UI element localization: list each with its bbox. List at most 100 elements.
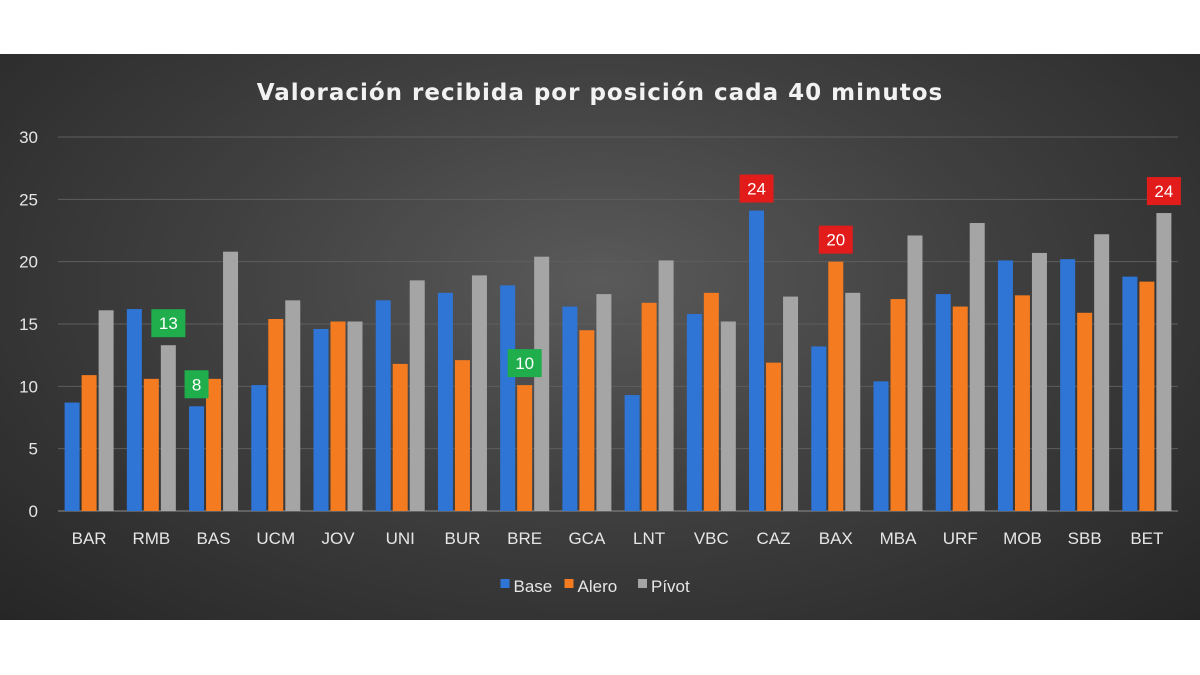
bar-sbb-alero: [1077, 312, 1093, 511]
chart-panel: Valoración recibida por posición cada 40…: [0, 54, 1200, 620]
y-tick-label: 25: [19, 190, 38, 209]
bar-ucm-alero: [268, 319, 284, 511]
x-axis-ticks: BAR RMB BAS UCM JOV UNI BUR BRE GCA LNT VBC CAZ BAX M…: [72, 529, 1164, 548]
bar-ucm-base: [251, 385, 267, 511]
bar-rmb-pívot: [160, 345, 176, 511]
bar-bur-pívot: [471, 275, 487, 511]
annotation-label: 10: [515, 354, 534, 373]
bar-jov-pívot: [347, 321, 363, 511]
annotation-box: [1146, 177, 1181, 206]
x-tick-label: BAS: [197, 529, 231, 548]
bar-mob-pívot: [1031, 252, 1047, 511]
bar-vbc-alero: [703, 292, 719, 511]
x-tick-label: URF: [943, 529, 978, 548]
y-tick-label: 15: [19, 315, 38, 334]
bar-bet-base: [1122, 276, 1138, 511]
x-tick-label: JOV: [321, 529, 355, 548]
bar-uni-base: [375, 300, 391, 511]
bar-rmb-base: [126, 309, 142, 511]
bar-bet-alero: [1139, 281, 1155, 511]
bar-gca-pívot: [596, 294, 612, 511]
bar-lnt-alero: [641, 302, 657, 511]
x-tick-label: BRE: [507, 529, 542, 548]
x-tick-label: BUR: [444, 529, 480, 548]
annotation-label: 8: [192, 375, 201, 394]
bar-bar-base: [64, 402, 80, 511]
annotation-box: [739, 174, 774, 203]
bar-mba-pívot: [907, 235, 923, 511]
bar-bet-pívot: [1156, 213, 1172, 511]
bars: [64, 210, 1172, 512]
bar-sbb-pívot: [1094, 234, 1110, 512]
x-tick-label: UNI: [386, 529, 415, 548]
bar-uni-pívot: [409, 280, 425, 511]
bar-bre-base: [500, 285, 516, 511]
grid-lines: [58, 136, 1178, 512]
bar-ucm-pívot: [285, 300, 301, 511]
bar-bas-pívot: [223, 251, 239, 511]
y-axis-ticks: 0 5 10 15 20 25 30: [19, 128, 38, 521]
legend-label: Base: [514, 577, 553, 596]
bar-sbb-base: [1060, 259, 1076, 511]
bar-lnt-pívot: [658, 260, 674, 511]
bar-urf-pívot: [969, 223, 985, 511]
bar-bre-alero: [517, 385, 533, 511]
bar-rmb-alero: [143, 378, 159, 511]
annotation-label: 24: [1154, 182, 1173, 201]
x-tick-label: GCA: [568, 529, 606, 548]
annotation-label: 24: [747, 180, 766, 199]
bar-gca-alero: [579, 330, 595, 511]
y-tick-label: 0: [29, 502, 38, 521]
legend-label: Alero: [578, 577, 618, 596]
x-tick-label: LNT: [633, 529, 665, 548]
bar-uni-alero: [392, 363, 408, 511]
x-tick-label: BET: [1130, 529, 1163, 548]
bar-mob-base: [997, 260, 1013, 511]
legend-swatch-alero: [564, 579, 574, 588]
bar-vbc-pívot: [720, 321, 736, 511]
x-tick-label: SBB: [1068, 529, 1102, 548]
legend-swatch-base: [500, 579, 510, 588]
x-tick-label: CAZ: [757, 529, 791, 548]
annotation-box: [818, 225, 853, 254]
bar-bas-base: [189, 406, 205, 511]
bar-lnt-base: [624, 395, 640, 511]
bar-jov-base: [313, 328, 329, 511]
annotation-label: 13: [159, 314, 178, 333]
annotation-label: 20: [826, 231, 845, 250]
y-tick-label: 5: [29, 440, 38, 459]
bar-mob-alero: [1014, 295, 1030, 511]
bar-chart: Valoración recibida por posición cada 40…: [19, 80, 1181, 596]
bar-bas-alero: [206, 378, 222, 511]
bar-vbc-base: [686, 314, 702, 511]
bar-bur-base: [437, 292, 453, 511]
bar-bax-base: [811, 346, 827, 511]
bar-bre-pívot: [534, 256, 550, 511]
annotation-box: [151, 309, 186, 338]
x-tick-label: VBC: [694, 529, 729, 548]
x-tick-label: RMB: [132, 529, 170, 548]
y-tick-label: 30: [19, 128, 38, 147]
bar-gca-base: [562, 306, 578, 511]
annotations: 13 8 10 24 20 24: [151, 174, 1181, 399]
bar-caz-alero: [766, 362, 782, 511]
legend: Base Alero Pívot: [500, 577, 690, 596]
legend-label: Pívot: [651, 577, 690, 596]
bar-urf-alero: [952, 306, 968, 511]
x-tick-label: MOB: [1003, 529, 1042, 548]
bar-caz-base: [749, 210, 765, 511]
bar-mba-alero: [890, 299, 906, 511]
y-tick-label: 20: [19, 253, 38, 272]
chart-title: Valoración recibida por posición cada 40…: [257, 80, 944, 106]
bar-bax-alero: [828, 261, 844, 511]
annotation-box: [507, 349, 542, 378]
x-tick-label: MBA: [880, 529, 918, 548]
x-tick-label: BAX: [819, 529, 853, 548]
bar-mba-base: [873, 381, 889, 511]
legend-swatch-pívot: [638, 579, 647, 588]
annotation-box: [184, 370, 209, 399]
bar-bar-pívot: [98, 310, 114, 511]
bar-bur-alero: [454, 360, 470, 511]
x-tick-label: BAR: [72, 529, 107, 548]
bar-bar-alero: [81, 375, 97, 511]
